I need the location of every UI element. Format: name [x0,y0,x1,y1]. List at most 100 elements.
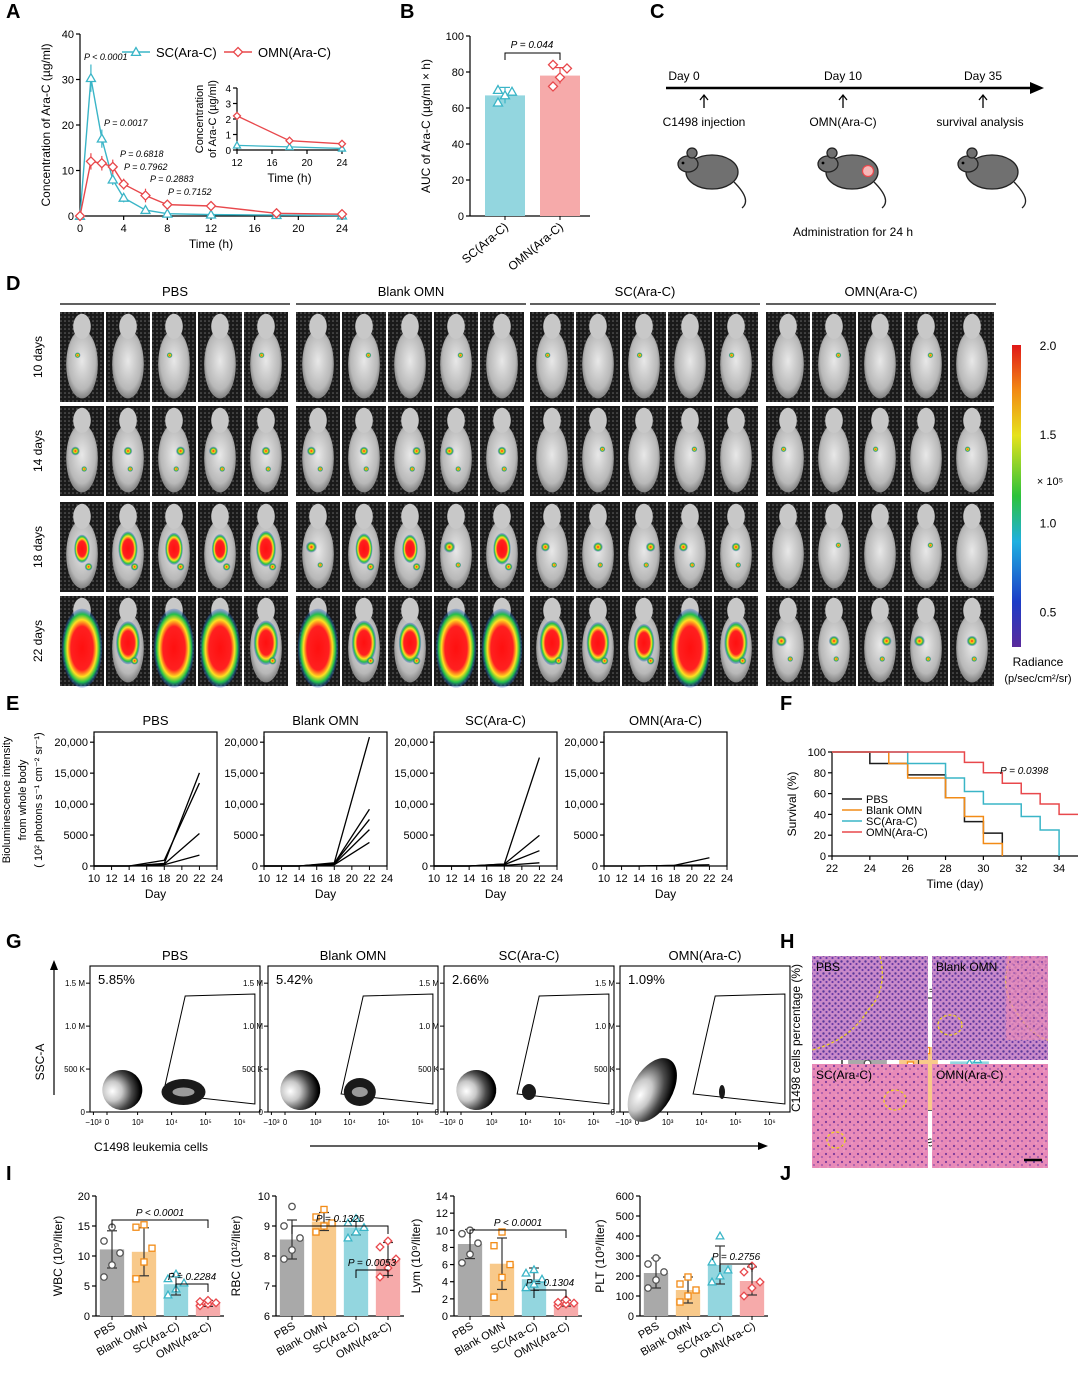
data-point [96,157,108,169]
y-tick-label: 7 [264,1281,270,1293]
mouse-image [198,596,242,688]
mouse-image [480,406,524,496]
mouse-head [257,597,275,624]
y-tick-label: 0 [81,1108,86,1117]
data-point [118,191,130,202]
mouse-image [950,312,994,402]
signal-spot [175,446,186,456]
signal-hotspot [211,534,229,564]
x-tick-label: 12 [105,873,117,885]
data-point [280,1222,288,1230]
y-arrowhead [50,960,58,970]
y-tick-label: 10 [78,1251,90,1263]
mouse-image [858,406,902,496]
x-tick-label: 14 [633,873,645,885]
y-tick-label: 1 [225,131,231,142]
gate-polygon [162,993,256,1105]
signal-spot [881,635,892,647]
mouse-head [543,503,561,529]
mouse-image [576,596,620,686]
mouse-body [582,520,614,589]
y-tick-label: 20 [78,1191,90,1203]
mouse-head [779,313,797,339]
mouse-body [864,330,896,399]
mouse-head [309,503,327,529]
data-point [715,1270,725,1280]
survival-curve [832,751,1004,856]
mouse-head [309,407,327,433]
mouse-head [165,313,183,339]
mouse-image [434,596,478,688]
legend-label: OMN(Ara-C) [258,45,331,60]
x-tick-label: 32 [1015,863,1027,875]
signal-spot [81,466,88,472]
signal-spot [775,635,787,647]
mouse-head [493,503,511,529]
mouse-body [674,424,706,493]
y-tick-label: 1.5 M [243,979,263,988]
data-point [108,1261,116,1269]
mouse-image [342,406,386,496]
legend-label: OMN(Ara-C) [866,827,928,839]
series-line-1 [79,160,343,217]
signal-hotspot [402,534,418,563]
mouse-image [904,596,948,686]
mouse-image [296,502,340,592]
data-point [492,96,504,107]
y-tick-label: 0 [820,851,826,863]
mouse-body [394,424,426,493]
mouse-body [66,424,98,493]
x-tick-label: 16 [651,873,663,885]
signal-hotspot [165,532,183,565]
panel-letter-i: I [6,1163,12,1185]
x-tick-label: 12 [275,873,287,885]
mouse-body [440,520,472,589]
mouse-body [956,520,988,589]
y-tick-label: 0 [435,1108,440,1117]
mouse-head [257,407,275,433]
mouse-head [871,597,889,624]
mouse-body [628,520,660,589]
signal-spot [501,466,508,472]
mouse-image [388,596,432,686]
data-point [466,1250,474,1259]
y-tick-label: 15,000 [224,768,258,780]
mouse-body [910,614,942,683]
y-tick-label: 0 [68,211,74,223]
panel-j-histology: PBS Blank OMN SC(Ara-C) OMN(Ara-C) [811,955,1049,1168]
mouse-body [536,424,568,493]
data-point [739,1267,749,1277]
mouse-body [864,424,896,493]
x-arrowhead [758,1142,768,1150]
p-value-label: P = 0.2756 [712,1252,761,1263]
mouse-image [342,312,386,402]
signal-spot [504,562,513,571]
data-point [375,1272,385,1282]
signal-spot [265,466,272,472]
x-tick-label: 12 [615,873,627,885]
x-tick-label: 10⁵ [377,1118,389,1127]
main-population [102,1070,143,1110]
mouse-head [871,503,889,529]
signal-spot [735,562,742,568]
chart-f-survival: 0 20 40 60 80 100 22 24 26 28 30 32 34 Time (day) Surv… [785,747,1078,891]
mouse-image [766,502,810,592]
microneedle-patch-icon [861,164,875,178]
y-tick-label: 0 [422,861,428,873]
y-tick-label: 9 [264,1221,270,1233]
x-tick-label: 10⁶ [233,1118,245,1127]
signal-spot [787,656,794,662]
p-value-label: P = 0.1325 [316,1214,365,1225]
mouse-image [244,406,288,496]
mouse-image [668,312,712,402]
y-tick-label: 0 [442,1311,448,1323]
mouse-curve [93,832,200,867]
y-tick-label: 1.0 M [65,1022,85,1031]
mouse-head [447,313,465,339]
p-value-label: P = 0.1304 [526,1278,575,1289]
data-point [498,1273,506,1282]
signal-hotspot [669,608,711,688]
mouse-body [158,424,190,493]
x-tick-label: 16 [249,223,261,235]
